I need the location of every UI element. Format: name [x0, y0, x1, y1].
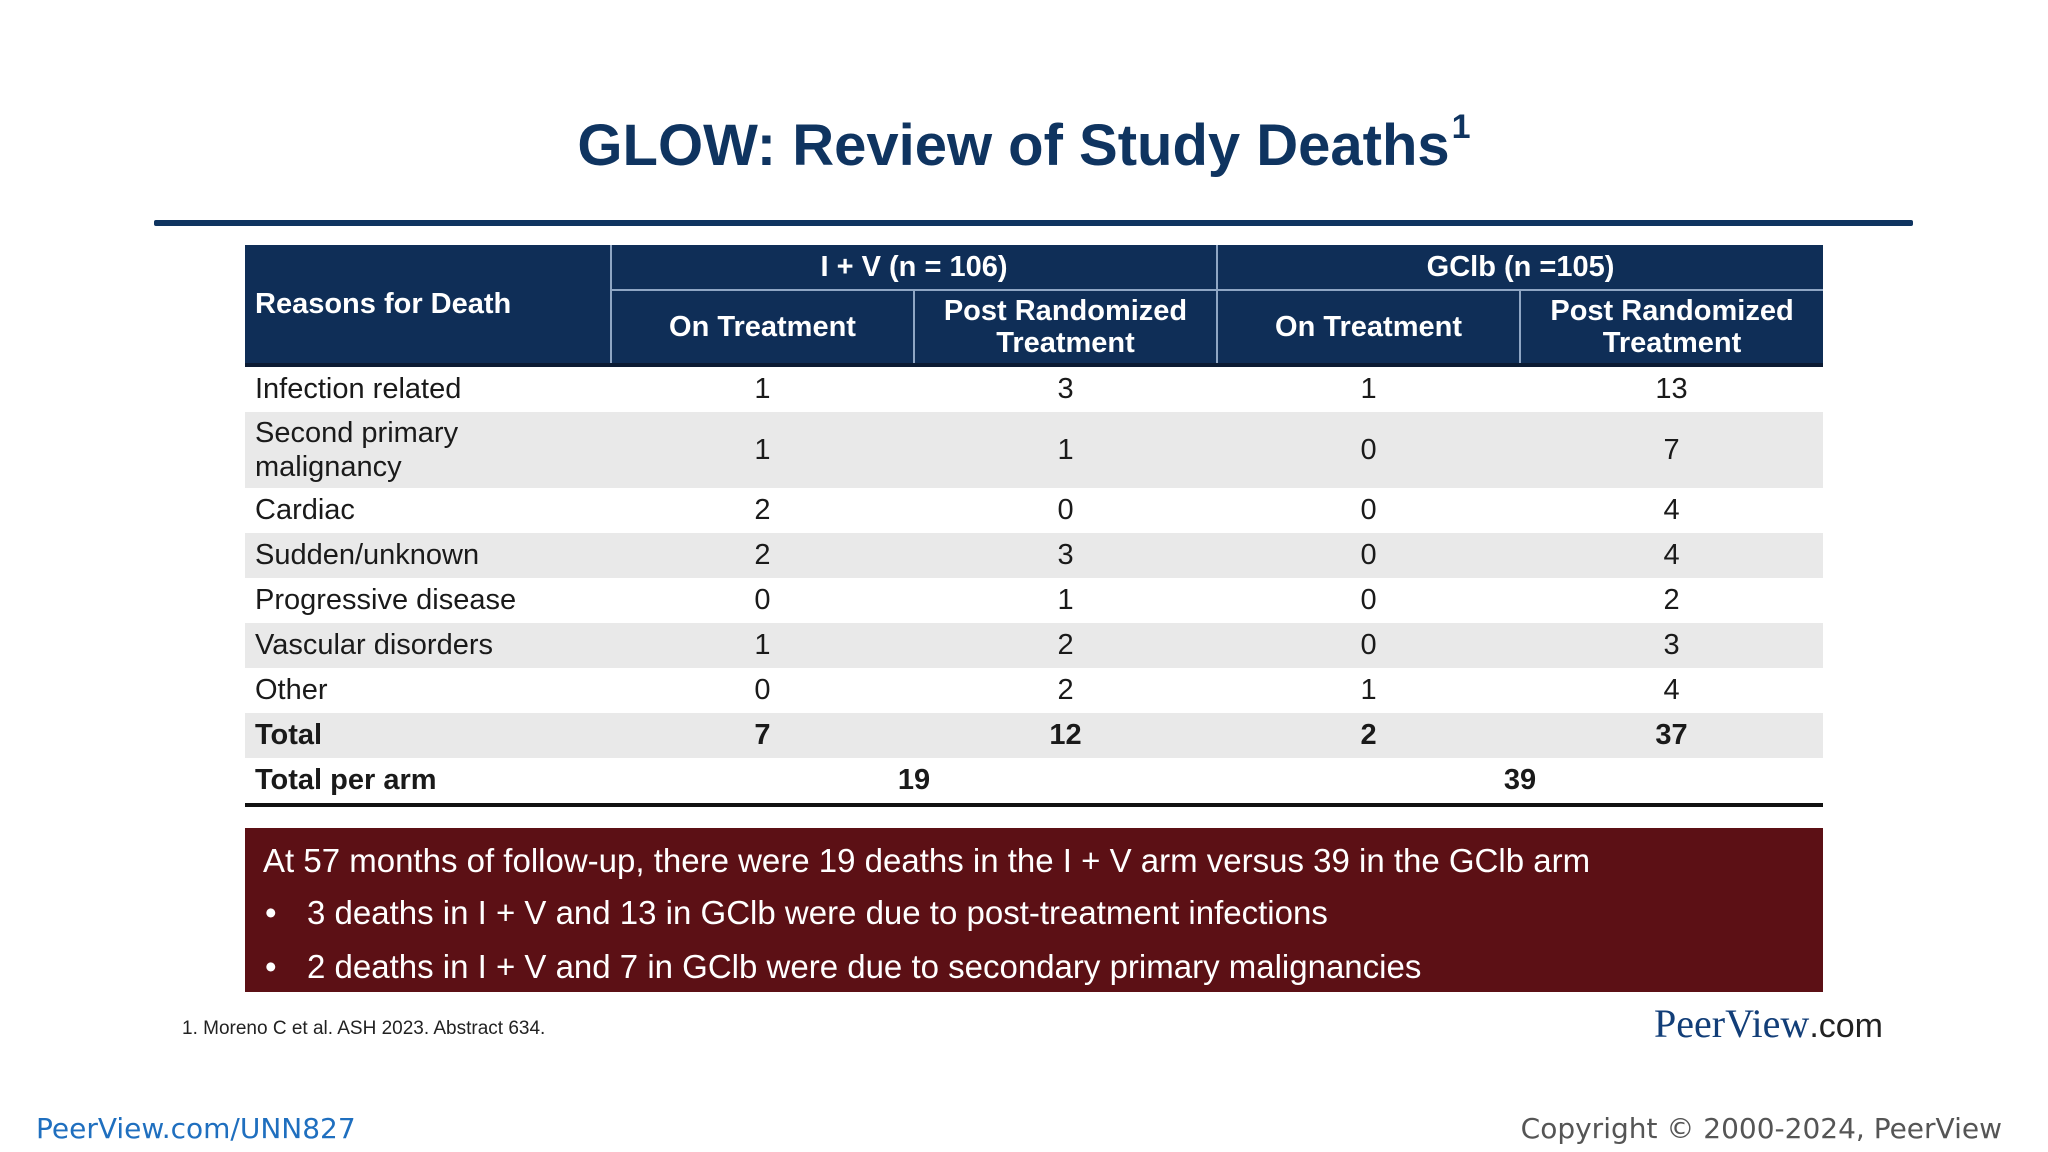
deaths-table: Reasons for Death I + V (n = 106) GClb (… — [245, 245, 1824, 807]
header-group-iv: I + V (n = 106) — [609, 245, 1218, 291]
row-value: 3 — [914, 533, 1218, 578]
row-value: 0 — [754, 584, 771, 616]
row-value: 0 — [1217, 533, 1521, 578]
row-value: 1 — [1360, 373, 1377, 405]
row-value: 13 — [1655, 373, 1688, 405]
title-footnote-ref: 1 — [1451, 108, 1471, 146]
row-value: 1 — [1360, 674, 1377, 706]
title-divider — [154, 220, 1913, 226]
row-value: 4 — [1663, 494, 1680, 526]
table-header: Reasons for Death I + V (n = 106) GClb (… — [245, 245, 1824, 367]
row-reason: Other — [255, 674, 328, 706]
row-value: 4 — [1663, 674, 1680, 706]
summary-bullet: • 2 deaths in I + V and 7 in GClb were du… — [263, 940, 1805, 994]
row-reason: Infection related — [255, 373, 462, 405]
bullet-glyph: • — [265, 894, 277, 931]
row-value: 4 — [1520, 533, 1824, 578]
summary-bullet-text: 2 deaths in I + V and 7 in GClb were due… — [307, 948, 1422, 985]
total-value: 2 — [1217, 713, 1521, 758]
slide-title: GLOW: Review of Study Deaths1 — [0, 108, 2048, 179]
summary-box: At 57 months of follow-up, there were 19… — [245, 828, 1823, 992]
row-reason-text: Second primary malignancy — [255, 417, 459, 483]
row-reason: Second primary malignancy — [245, 412, 611, 488]
row-value: 2 — [914, 623, 1218, 668]
table-row: Infection related 1 3 1 13 — [245, 365, 1823, 412]
row-reason: Sudden/unknown — [245, 533, 611, 578]
summary-lead: At 57 months of follow-up, there were 19… — [263, 842, 1591, 879]
row-value: 1 — [914, 412, 1218, 488]
row-value: 0 — [1057, 494, 1074, 526]
row-reason: Progressive disease — [255, 584, 517, 616]
total-per-arm-row: Total per arm 19 39 — [245, 758, 1824, 807]
row-value: 0 — [1217, 412, 1521, 488]
row-value: 1 — [611, 412, 914, 488]
row-value: 1 — [611, 623, 914, 668]
row-value: 0 — [1360, 584, 1377, 616]
slide-title-text: GLOW: Review of Study Deaths — [577, 113, 1450, 178]
row-value: 0 — [754, 674, 771, 706]
row-value: 2 — [1057, 674, 1074, 706]
total-per-arm-gclb: 39 — [1217, 758, 1824, 807]
header-iv-post-randomized: Post Randomized Treatment — [912, 290, 1218, 367]
table-row: Vascular disorders 1 2 0 3 — [245, 623, 1824, 668]
logo-name: PeerView — [1654, 1001, 1810, 1046]
program-url-link[interactable]: PeerView.com/UNN827 — [36, 1112, 356, 1145]
row-value: 0 — [1360, 494, 1377, 526]
total-value: 12 — [914, 713, 1218, 758]
summary-bullet: • 3 deaths in I + V and 13 in GClb were d… — [263, 886, 1805, 940]
row-value: 0 — [1217, 623, 1521, 668]
total-label: Total — [245, 713, 611, 758]
total-per-arm-label: Total per arm — [245, 758, 611, 807]
table-row: Progressive disease 0 1 0 2 — [245, 578, 1823, 623]
summary-bullets: • 3 deaths in I + V and 13 in GClb were d… — [263, 886, 1805, 994]
row-value: 3 — [1520, 623, 1824, 668]
row-value: 2 — [754, 494, 771, 526]
row-value: 2 — [1663, 584, 1680, 616]
bullet-glyph: • — [265, 948, 277, 985]
row-reason: Vascular disorders — [245, 623, 611, 668]
header-iv-on-treatment: On Treatment — [610, 290, 914, 367]
table-row: Other 0 2 1 4 — [245, 668, 1823, 713]
row-value: 3 — [1057, 373, 1074, 405]
table-row: Cardiac 2 0 0 4 — [245, 488, 1823, 533]
row-value: 1 — [754, 373, 771, 405]
peerview-logo: PeerView.com — [1654, 1000, 1883, 1047]
table-row: Second primary malignancy 1 1 0 7 — [245, 412, 1824, 488]
header-reasons-for-death: Reasons for Death — [245, 245, 611, 367]
reference-footnote: 1. Moreno C et al. ASH 2023. Abstract 63… — [182, 1018, 546, 1039]
total-row: Total 7 12 2 37 — [245, 713, 1824, 758]
header-group-gclb: GClb (n =105) — [1216, 245, 1824, 291]
copyright-notice: Copyright © 2000-2024, PeerView — [1520, 1112, 2002, 1145]
row-value: 7 — [1520, 412, 1824, 488]
header-gclb-post-randomized: Post Randomized Treatment — [1519, 290, 1824, 367]
logo-suffix: .com — [1809, 1007, 1883, 1045]
total-value: 7 — [611, 713, 914, 758]
header-gclb-on-treatment: On Treatment — [1216, 290, 1521, 367]
total-value: 37 — [1520, 713, 1824, 758]
table-row: Sudden/unknown 2 3 0 4 — [245, 533, 1824, 578]
row-value: 2 — [611, 533, 914, 578]
row-reason: Cardiac — [255, 494, 355, 526]
summary-bullet-text: 3 deaths in I + V and 13 in GClb were du… — [307, 894, 1328, 931]
row-value: 1 — [1057, 584, 1074, 616]
total-per-arm-iv: 19 — [611, 758, 1218, 807]
